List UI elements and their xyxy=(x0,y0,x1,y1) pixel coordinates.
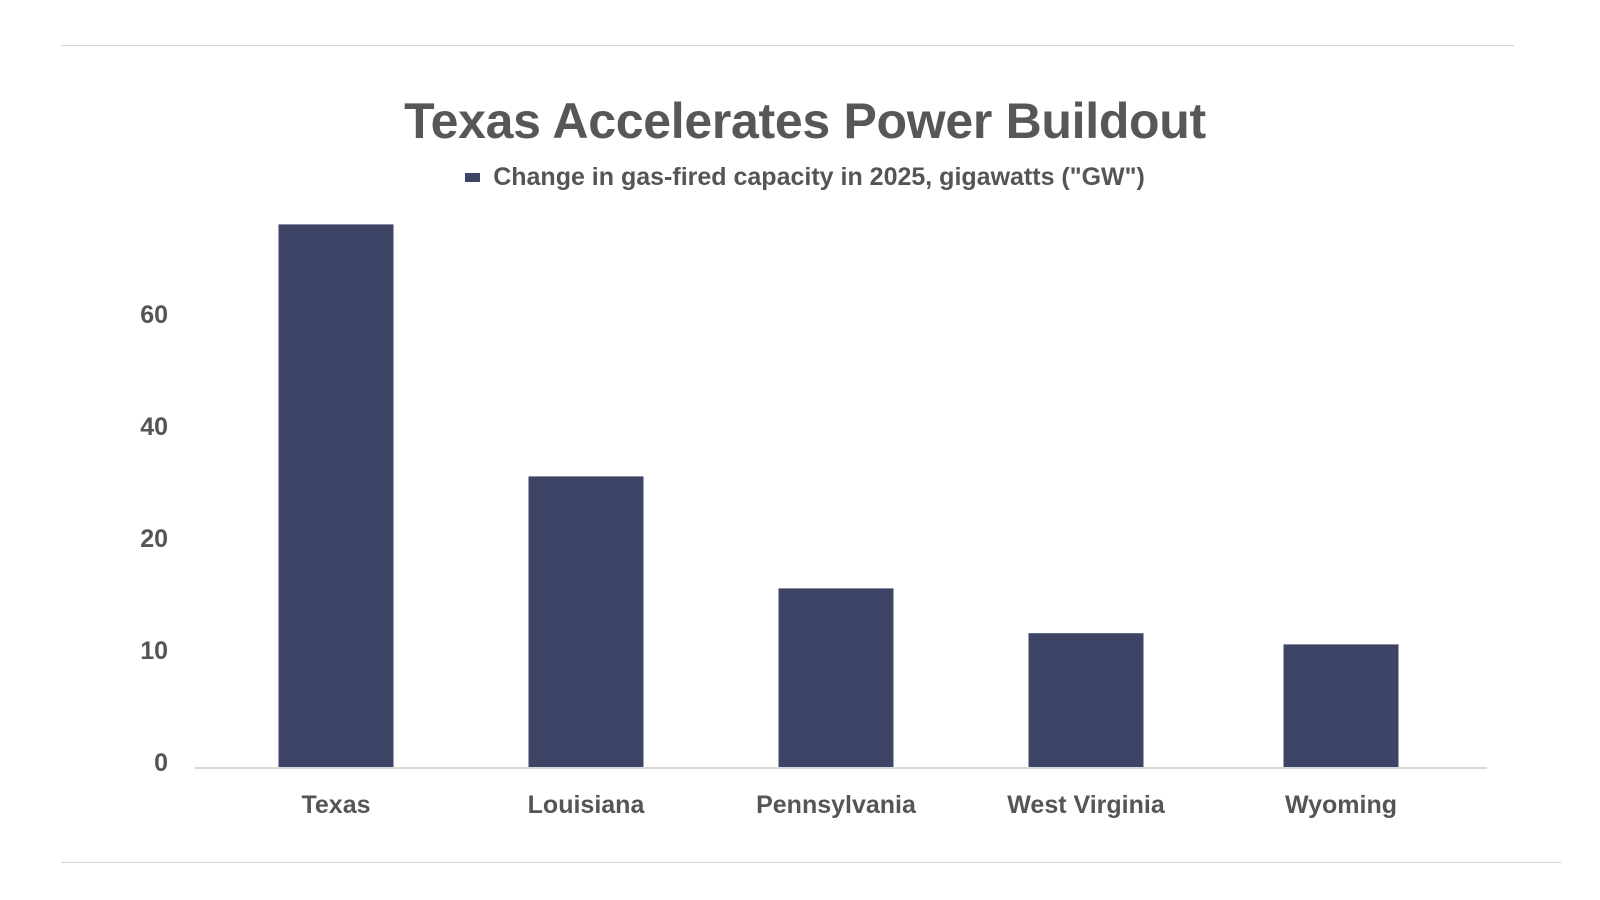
x-tick-label: Wyoming xyxy=(1285,791,1397,819)
bar-texas xyxy=(278,224,394,768)
x-tick-label: West Virginia xyxy=(1007,791,1166,819)
bar-louisiana xyxy=(528,476,644,768)
y-tick-label: 20 xyxy=(140,525,168,553)
chart-legend: Change in gas-fired capacity in 2025, gi… xyxy=(0,163,1600,192)
y-tick-label: 0 xyxy=(154,749,168,777)
x-axis: Texas Louisiana Pennsylvania West Virginia W… xyxy=(301,791,1397,819)
bar-west-virginia xyxy=(1028,633,1144,768)
legend-label: Change in gas-fired capacity in 2025, gi… xyxy=(493,163,1145,191)
legend-swatch xyxy=(465,173,481,182)
chart-title: Texas Accelerates Power Buildout xyxy=(404,93,1206,149)
y-tick-label: 10 xyxy=(140,637,168,665)
y-axis: 0 10 20 40 60 xyxy=(140,301,168,777)
x-tick-label: Louisiana xyxy=(528,791,646,819)
top-divider xyxy=(61,45,1514,46)
x-tick-label: Pennsylvania xyxy=(756,791,917,819)
y-tick-label: 60 xyxy=(140,301,168,329)
bar-wyoming xyxy=(1283,644,1399,768)
y-tick-label: 40 xyxy=(140,413,168,441)
x-tick-label: Texas xyxy=(301,791,370,819)
bar-pennsylvania xyxy=(778,588,894,768)
bar-series xyxy=(278,224,1399,768)
bottom-divider xyxy=(61,862,1561,863)
